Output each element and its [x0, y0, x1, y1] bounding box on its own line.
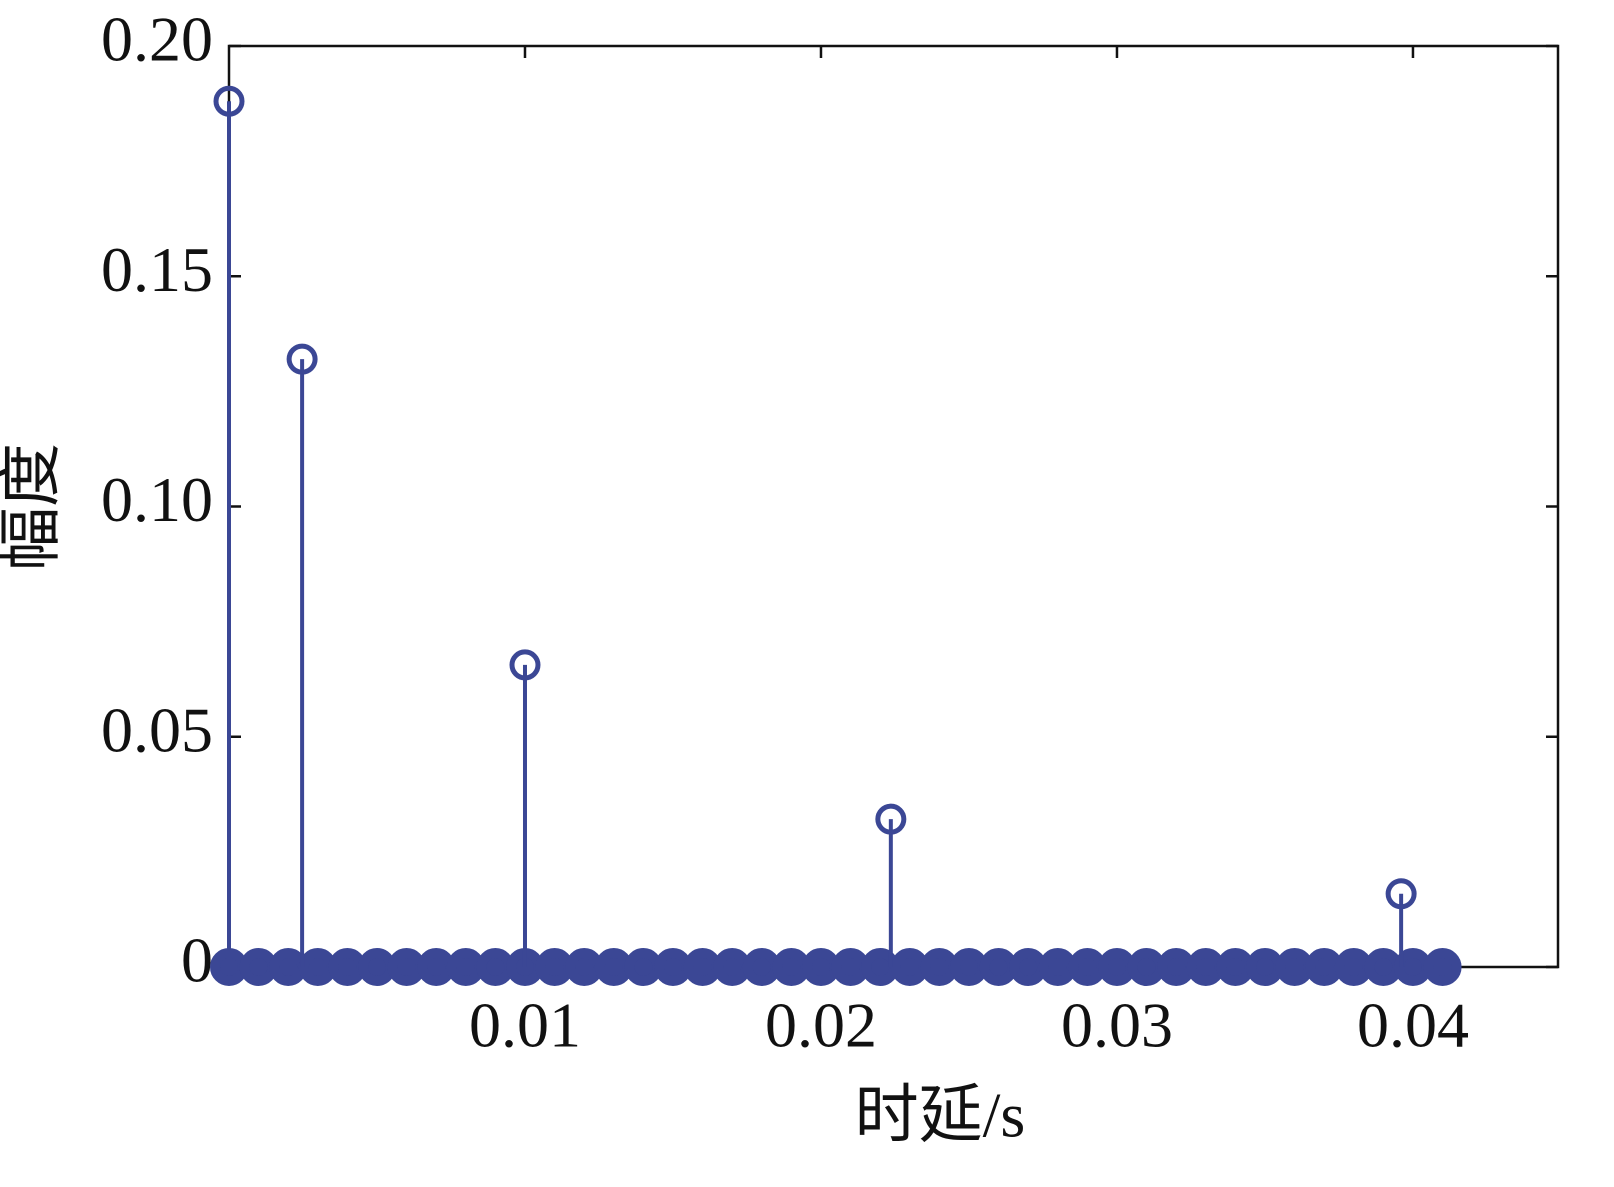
x-tick-label: 0.04 — [1357, 990, 1469, 1061]
stem-marker — [387, 948, 426, 986]
stem-marker — [772, 948, 811, 986]
stem-marker — [213, 85, 245, 117]
stem-marker — [890, 948, 929, 986]
stem-marker — [1216, 948, 1255, 986]
x-tick-label: 0.02 — [765, 990, 877, 1061]
stem-marker — [653, 948, 692, 986]
stem-marker — [269, 948, 308, 986]
stem-marker — [1157, 948, 1196, 986]
stem-marker — [1245, 948, 1284, 986]
stem-marker — [286, 343, 318, 375]
stem-marker — [1127, 948, 1166, 986]
stem-marker — [683, 948, 722, 986]
stem-marker — [1385, 878, 1417, 910]
stem-marker — [476, 948, 515, 986]
stem-marker — [831, 948, 870, 986]
stem-marker — [1423, 948, 1462, 986]
stem-marker — [1068, 948, 1107, 986]
y-tick-label: 0.20 — [101, 4, 213, 75]
stem-marker — [357, 948, 396, 986]
stem-marker — [535, 948, 574, 986]
y-tick-label: 0 — [181, 925, 213, 996]
x-axis-label: 时延/s — [855, 1080, 1026, 1151]
plot-frame — [227, 44, 1560, 969]
x-tick-label: 0.01 — [469, 990, 581, 1061]
stem-marker — [509, 649, 541, 681]
stem-marker — [1009, 948, 1048, 986]
stem-marker — [565, 948, 604, 986]
stem-marker — [920, 948, 959, 986]
stem-marker — [1334, 948, 1373, 986]
stem-marker — [239, 948, 278, 986]
stem-marker — [713, 948, 752, 986]
stem-marker — [624, 948, 663, 986]
stem-marker — [979, 948, 1018, 986]
stem-marker — [801, 948, 840, 986]
stem-marker — [742, 948, 781, 986]
stem-marker — [1275, 948, 1314, 986]
stem-marker — [1097, 948, 1136, 986]
stem-marker — [1038, 948, 1077, 986]
stem-marker — [1393, 948, 1432, 986]
stem-marker — [328, 948, 367, 986]
stem-marker — [1186, 948, 1225, 986]
stem-marker — [446, 948, 485, 986]
stem-marker — [298, 948, 337, 986]
y-tick-label: 0.15 — [101, 234, 213, 305]
x-tick-label: 0.03 — [1061, 990, 1173, 1061]
stem-marker — [949, 948, 988, 986]
stem-marker — [594, 948, 633, 986]
y-tick-label: 0.05 — [101, 694, 213, 765]
y-axis-label: 幅度 — [0, 443, 67, 571]
y-tick-label: 0.10 — [101, 464, 213, 535]
stem-marker — [1305, 948, 1344, 986]
stem-marker — [1364, 948, 1403, 986]
stem-marker — [417, 948, 456, 986]
stem-marker — [875, 803, 907, 835]
